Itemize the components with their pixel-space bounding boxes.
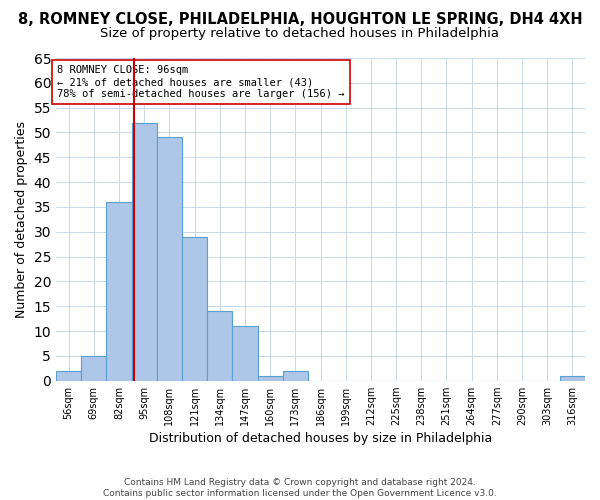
Bar <box>182 236 207 380</box>
Text: Contains HM Land Registry data © Crown copyright and database right 2024.
Contai: Contains HM Land Registry data © Crown c… <box>103 478 497 498</box>
Text: 8, ROMNEY CLOSE, PHILADELPHIA, HOUGHTON LE SPRING, DH4 4XH: 8, ROMNEY CLOSE, PHILADELPHIA, HOUGHTON … <box>17 12 583 28</box>
Text: Size of property relative to detached houses in Philadelphia: Size of property relative to detached ho… <box>101 28 499 40</box>
Bar <box>232 326 257 380</box>
Bar <box>106 202 131 380</box>
Bar <box>257 376 283 380</box>
Bar <box>56 371 81 380</box>
Bar <box>81 356 106 380</box>
Bar <box>283 371 308 380</box>
Y-axis label: Number of detached properties: Number of detached properties <box>15 121 28 318</box>
Bar <box>157 138 182 380</box>
Bar <box>131 122 157 380</box>
Bar <box>560 376 585 380</box>
Bar <box>207 311 232 380</box>
X-axis label: Distribution of detached houses by size in Philadelphia: Distribution of detached houses by size … <box>149 432 492 445</box>
Text: 8 ROMNEY CLOSE: 96sqm
← 21% of detached houses are smaller (43)
78% of semi-deta: 8 ROMNEY CLOSE: 96sqm ← 21% of detached … <box>57 66 344 98</box>
